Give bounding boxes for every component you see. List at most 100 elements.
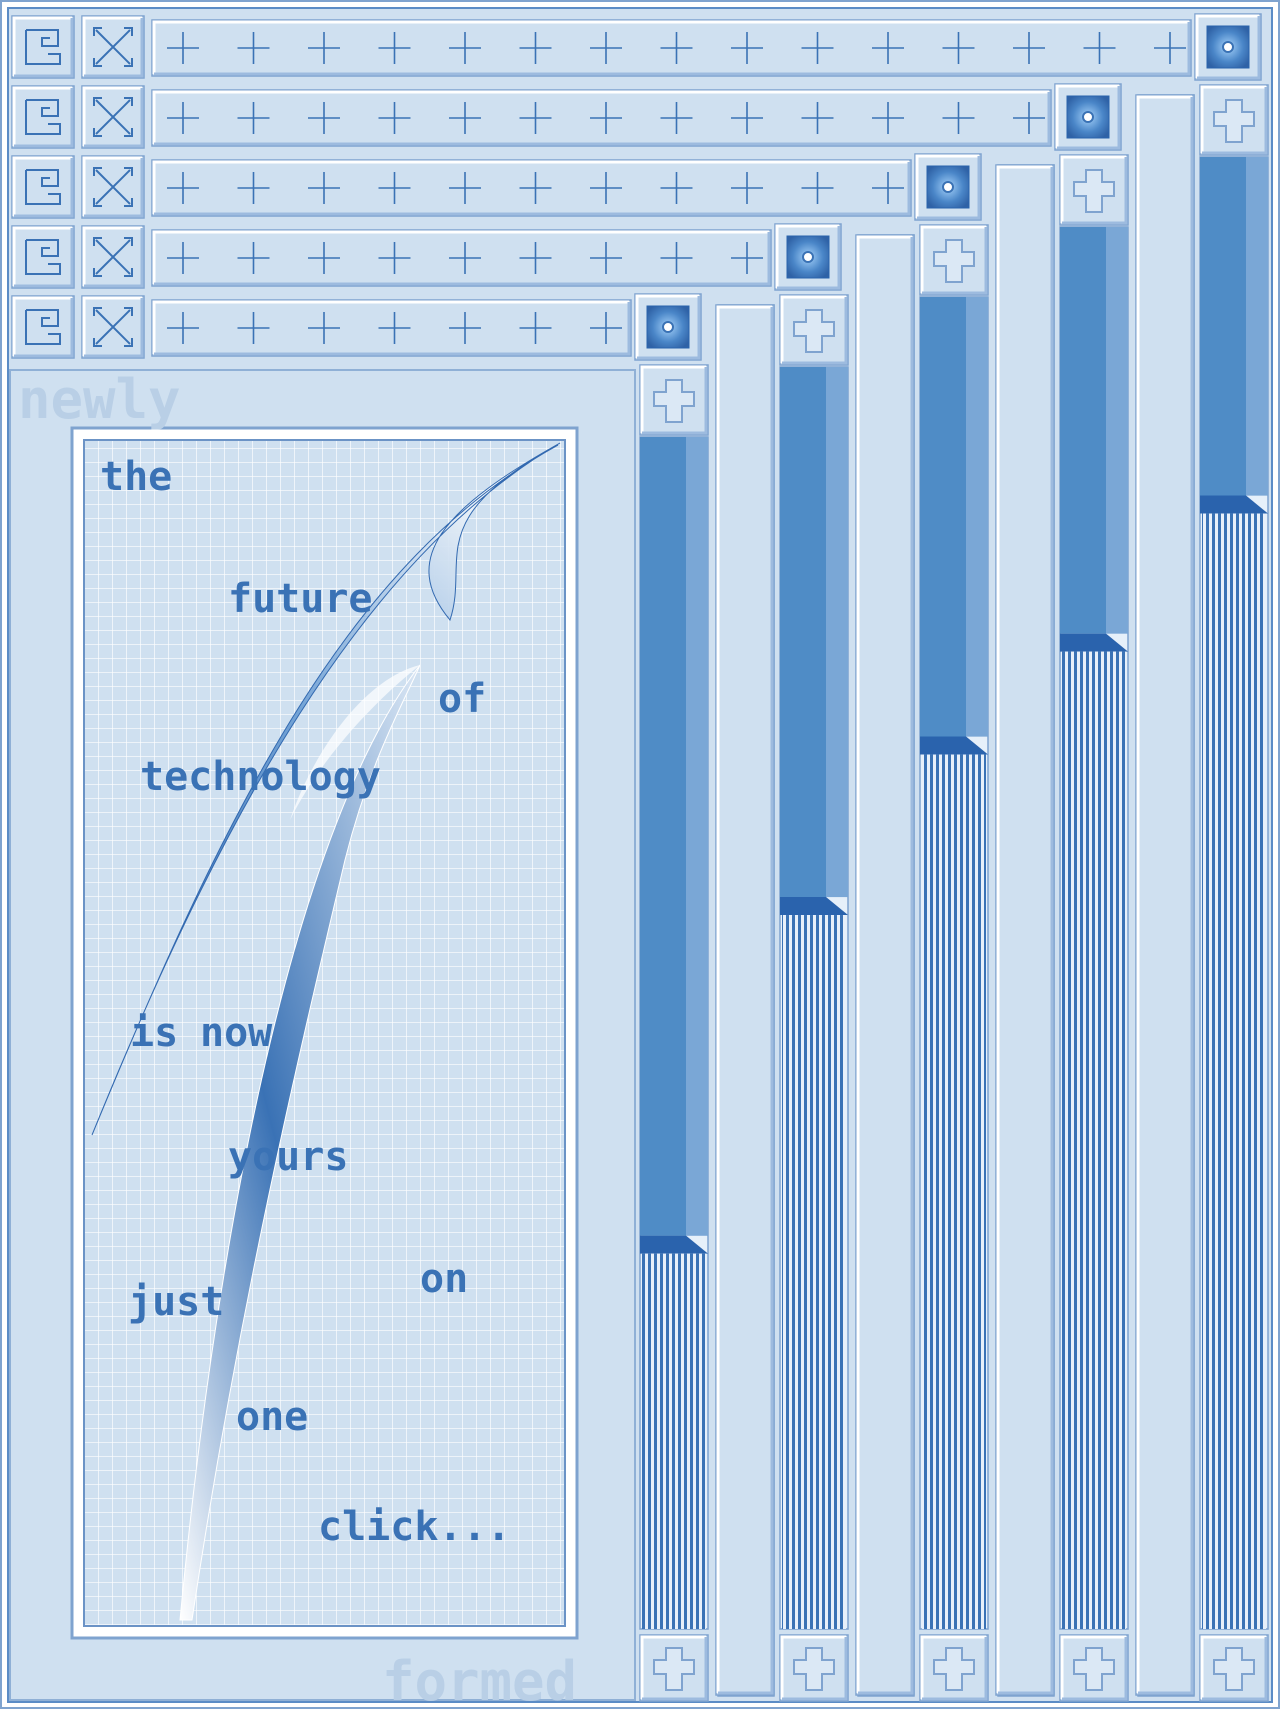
scroll-columns: [639, 84, 1269, 1702]
x-track: [1135, 94, 1195, 1696]
watermarks: newly formed: [18, 368, 577, 1713]
plus-icon: [378, 32, 411, 64]
poem-line-4: technology: [140, 754, 381, 800]
x-track: [715, 304, 775, 1696]
plus-icon: [449, 312, 481, 344]
plus-icon: [308, 102, 340, 134]
rail-bar: [151, 299, 632, 357]
spiral-maze-icon: [11, 85, 75, 149]
poem-line-8: just: [128, 1279, 224, 1325]
plus-icon: [942, 32, 975, 64]
plus-icon: [590, 312, 622, 344]
rail-bar: [151, 229, 772, 287]
plus-icon: [167, 312, 199, 344]
main-panel: [9, 369, 636, 1701]
plus-icon: [237, 102, 270, 134]
plus-arrow-icon: [1199, 84, 1269, 156]
eye-tile-icon: [774, 223, 842, 291]
plus-icon: [378, 102, 411, 134]
plus-icon: [731, 102, 763, 134]
watermark-top: newly: [18, 368, 181, 431]
plus-icon: [449, 172, 481, 204]
spiral-maze-icon: [11, 15, 75, 79]
plus-icon: [519, 312, 552, 344]
plus-icon: [731, 242, 763, 274]
plus-icon: [449, 102, 481, 134]
poem-line-10: one: [236, 1394, 308, 1440]
plus-icon: [590, 172, 622, 204]
plus-icon: [308, 312, 340, 344]
plus-icon: [590, 102, 622, 134]
scroll-column-4: [1059, 94, 1195, 1702]
rail-row: [11, 13, 1262, 81]
poem-line-1: the: [100, 454, 172, 500]
plus-icon: [731, 172, 763, 204]
plus-icon: [660, 172, 693, 204]
cross-pattern-icon: [81, 85, 145, 149]
poem-line-2: future: [228, 576, 373, 622]
plus-icon: [378, 312, 411, 344]
eye-tile-icon: [914, 153, 982, 221]
poem-line-6: now: [200, 1010, 273, 1056]
rail-row: [11, 83, 1122, 151]
grid-canvas: [83, 439, 566, 1627]
plus-icon: [237, 312, 270, 344]
poem-line-11: click...: [318, 1504, 511, 1550]
plus-icon: [660, 32, 693, 64]
plus-icon: [801, 32, 834, 64]
plus-arrow-icon: [779, 294, 849, 366]
rail-row: [11, 293, 702, 361]
scroll-thumb: [1060, 227, 1128, 652]
striped-fill: [642, 1253, 706, 1629]
poem-text: the future of technology is now yours ju…: [100, 454, 511, 1550]
scroll-column-3: [919, 164, 1055, 1702]
plus-icon: [519, 102, 552, 134]
plus-icon: [942, 102, 975, 134]
rail-bar: [151, 19, 1192, 77]
spiral-maze-icon: [11, 295, 75, 359]
plus-icon: [590, 242, 622, 274]
plus-icon: [449, 32, 481, 64]
scroll-column-2: [779, 234, 915, 1702]
plus-arrow-icon: [1059, 154, 1129, 226]
plus-icon: [872, 172, 904, 204]
plus-icon: [378, 172, 411, 204]
plus-icon: [519, 32, 552, 64]
plus-icon: [801, 102, 834, 134]
plus-icon: [872, 32, 904, 64]
striped-fill: [922, 754, 986, 1629]
striped-fill: [1202, 513, 1266, 1629]
plus-arrow-icon: [919, 224, 989, 296]
plus-arrow-icon: [1199, 1634, 1269, 1702]
plus-icon: [590, 32, 622, 64]
plus-arrow-icon: [639, 1634, 709, 1702]
plus-arrow-icon: [639, 364, 709, 436]
cross-pattern-icon: [81, 295, 145, 359]
striped-fill: [782, 915, 846, 1629]
plus-icon: [378, 242, 411, 274]
plus-icon: [308, 172, 340, 204]
eye-tile-icon: [634, 293, 702, 361]
plus-icon: [660, 242, 693, 274]
spiral-maze-icon: [11, 155, 75, 219]
plus-icon: [660, 102, 693, 134]
scroll-thumb: [780, 367, 848, 916]
spiral-maze-icon: [11, 225, 75, 289]
plus-icon: [519, 242, 552, 274]
scroll-thumb: [920, 297, 988, 755]
plus-icon: [167, 32, 199, 64]
scroll-column-5: [1199, 84, 1269, 1702]
rail-bar: [151, 89, 1052, 147]
swoosh-logo: [91, 442, 561, 1621]
plus-icon: [1013, 32, 1045, 64]
plus-icon: [237, 242, 270, 274]
scroll-thumb: [1200, 157, 1268, 514]
plus-icon: [308, 32, 340, 64]
plus-icon: [167, 242, 199, 274]
poem-line-3: of: [438, 676, 486, 722]
plus-icon: [1154, 32, 1186, 64]
rail-rows: [11, 13, 1262, 361]
plus-icon: [1013, 102, 1045, 134]
